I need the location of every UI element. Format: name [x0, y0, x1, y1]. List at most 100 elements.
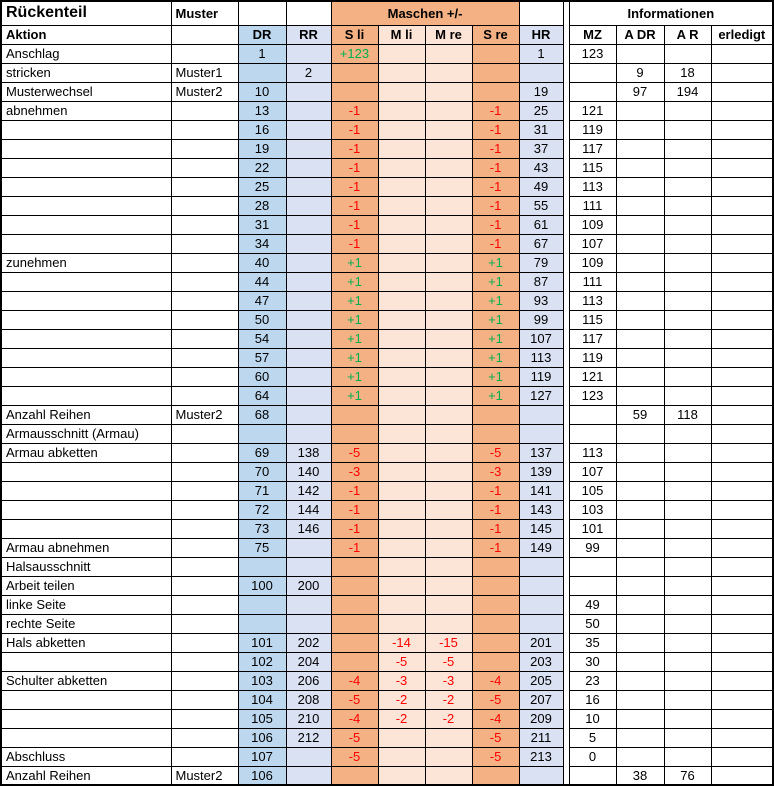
cell-sli[interactable]: +1 — [330, 290, 379, 311]
cell-mz[interactable]: 0 — [568, 746, 617, 767]
cell-mre[interactable] — [424, 214, 473, 235]
cell-aktion[interactable]: Abschluss — [0, 746, 172, 767]
col-header-s-re[interactable]: S re — [471, 24, 520, 45]
cell-mli[interactable] — [377, 328, 426, 349]
cell-mre[interactable] — [424, 499, 473, 520]
cell-adr[interactable] — [615, 727, 665, 748]
cell-mre[interactable] — [424, 746, 473, 767]
cell-mli[interactable] — [377, 765, 426, 786]
cell-erl[interactable] — [710, 119, 774, 140]
cell-mre[interactable] — [424, 575, 473, 596]
cell-sli[interactable]: +1 — [330, 309, 379, 330]
cell-muster[interactable] — [170, 480, 239, 501]
cell-aktion[interactable]: Halsausschnitt — [0, 556, 172, 577]
cell-mz[interactable]: 105 — [568, 480, 617, 501]
cell-muster[interactable] — [170, 518, 239, 539]
cell-erl[interactable] — [710, 214, 774, 235]
cell-mre[interactable] — [424, 290, 473, 311]
cell-mz[interactable] — [568, 81, 617, 102]
cell-dr[interactable]: 105 — [237, 708, 287, 729]
cell-sli[interactable]: -4 — [330, 708, 379, 729]
cell-hr[interactable]: 19 — [518, 81, 564, 102]
cell-mz[interactable] — [568, 62, 617, 83]
cell-dr[interactable] — [237, 556, 287, 577]
cell-aktion[interactable] — [0, 290, 172, 311]
cell-ar[interactable] — [663, 537, 712, 558]
cell-rr[interactable] — [285, 290, 332, 311]
cell-sre[interactable] — [471, 575, 520, 596]
cell-adr[interactable] — [615, 138, 665, 159]
cell-mli[interactable] — [377, 442, 426, 463]
cell-mli[interactable] — [377, 233, 426, 254]
cell-dr[interactable]: 75 — [237, 537, 287, 558]
cell-sre[interactable]: -3 — [471, 461, 520, 482]
cell-hr[interactable]: 141 — [518, 480, 564, 501]
cell-erl[interactable] — [710, 480, 774, 501]
cell-mz[interactable]: 5 — [568, 727, 617, 748]
cell-mre[interactable] — [424, 537, 473, 558]
cell-mz[interactable]: 35 — [568, 632, 617, 653]
cell-dr[interactable]: 16 — [237, 119, 287, 140]
cell-muster[interactable]: Muster1 — [170, 62, 239, 83]
col-header-dr[interactable]: DR — [237, 24, 287, 45]
cell-adr[interactable] — [615, 43, 665, 64]
cell-aktion[interactable] — [0, 518, 172, 539]
cell-ar[interactable] — [663, 423, 712, 444]
cell-ar[interactable] — [663, 290, 712, 311]
cell-mre[interactable] — [424, 271, 473, 292]
cell-dr[interactable]: 69 — [237, 442, 287, 463]
cell-sre[interactable]: +1 — [471, 385, 520, 406]
cell-sli[interactable]: -1 — [330, 480, 379, 501]
cell-mli[interactable] — [377, 43, 426, 64]
cell-hr[interactable]: 213 — [518, 746, 564, 767]
cell-erl[interactable] — [710, 404, 774, 425]
cell-hr[interactable]: 211 — [518, 727, 564, 748]
cell-mre[interactable] — [424, 81, 473, 102]
cell-rr[interactable] — [285, 385, 332, 406]
cell-aktion[interactable] — [0, 271, 172, 292]
cell-ar[interactable] — [663, 233, 712, 254]
cell-hr[interactable]: 205 — [518, 670, 564, 691]
cell-adr[interactable] — [615, 556, 665, 577]
empty-header-cell[interactable] — [285, 0, 332, 26]
cell-aktion[interactable] — [0, 499, 172, 520]
cell-hr[interactable] — [518, 423, 564, 444]
cell-aktion[interactable]: Schulter abketten — [0, 670, 172, 691]
cell-sre[interactable]: -1 — [471, 176, 520, 197]
cell-dr[interactable]: 71 — [237, 480, 287, 501]
cell-aktion[interactable]: stricken — [0, 62, 172, 83]
cell-erl[interactable] — [710, 461, 774, 482]
cell-muster[interactable] — [170, 727, 239, 748]
cell-ar[interactable] — [663, 100, 712, 121]
cell-mz[interactable]: 50 — [568, 613, 617, 634]
cell-sli[interactable]: -1 — [330, 214, 379, 235]
cell-sre[interactable]: +1 — [471, 347, 520, 368]
cell-adr[interactable]: 9 — [615, 62, 665, 83]
cell-ar[interactable] — [663, 43, 712, 64]
cell-sli[interactable]: +1 — [330, 328, 379, 349]
cell-sli[interactable]: -1 — [330, 100, 379, 121]
cell-mli[interactable] — [377, 613, 426, 634]
cell-erl[interactable] — [710, 195, 774, 216]
cell-dr[interactable]: 70 — [237, 461, 287, 482]
cell-ar[interactable] — [663, 613, 712, 634]
cell-mz[interactable]: 109 — [568, 214, 617, 235]
empty-header-cell[interactable] — [237, 0, 287, 26]
cell-erl[interactable] — [710, 613, 774, 634]
cell-rr[interactable]: 204 — [285, 651, 332, 672]
cell-mre[interactable] — [424, 309, 473, 330]
cell-muster[interactable] — [170, 670, 239, 691]
cell-ar[interactable] — [663, 575, 712, 596]
cell-hr[interactable]: 119 — [518, 366, 564, 387]
cell-hr[interactable]: 149 — [518, 537, 564, 558]
cell-ar[interactable] — [663, 119, 712, 140]
cell-adr[interactable] — [615, 290, 665, 311]
cell-mre[interactable] — [424, 43, 473, 64]
cell-erl[interactable] — [710, 157, 774, 178]
cell-erl[interactable] — [710, 632, 774, 653]
cell-mli[interactable] — [377, 290, 426, 311]
cell-mli[interactable] — [377, 195, 426, 216]
cell-sre[interactable]: -1 — [471, 138, 520, 159]
cell-rr[interactable] — [285, 404, 332, 425]
cell-muster[interactable] — [170, 252, 239, 273]
